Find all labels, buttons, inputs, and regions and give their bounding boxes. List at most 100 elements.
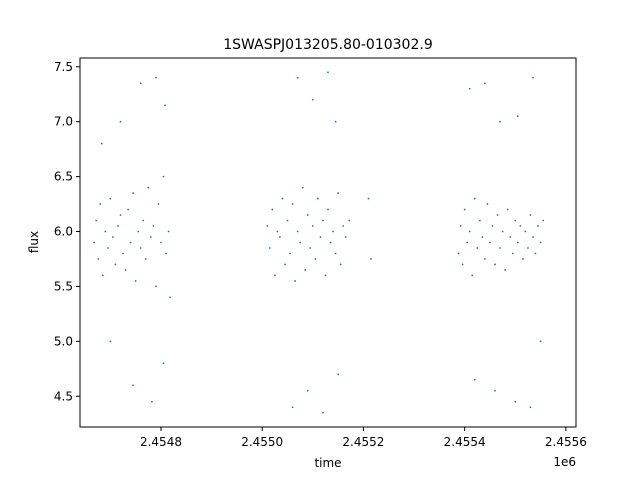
- data-point: [481, 236, 484, 238]
- data-point: [162, 362, 165, 365]
- data-point: [468, 87, 471, 90]
- data-point: [327, 71, 329, 74]
- data-point: [527, 247, 529, 249]
- data-point: [142, 219, 145, 222]
- data-point: [95, 219, 98, 222]
- data-point: [99, 203, 102, 205]
- data-point: [309, 247, 312, 249]
- data-point: [496, 214, 499, 216]
- data-point: [152, 225, 155, 227]
- data-point: [494, 389, 496, 392]
- data-point: [499, 120, 501, 123]
- data-point: [514, 219, 517, 222]
- data-point: [291, 203, 294, 205]
- y-tick-label: 6.0: [54, 225, 73, 239]
- data-point: [370, 258, 372, 260]
- data-point: [463, 208, 466, 211]
- data-point: [132, 192, 135, 194]
- plot-frame: [79, 57, 577, 428]
- data-point: [367, 197, 370, 200]
- data-point: [322, 411, 324, 414]
- data-point: [97, 258, 100, 260]
- data-point: [542, 219, 544, 222]
- data-point: [149, 236, 152, 238]
- data-point: [304, 269, 307, 271]
- data-point: [344, 236, 347, 238]
- data-point: [476, 247, 479, 249]
- data-point: [516, 241, 519, 244]
- data-point: [494, 263, 496, 266]
- data-point: [296, 230, 299, 233]
- data-point: [137, 230, 140, 233]
- data-point: [119, 214, 122, 216]
- data-point: [101, 274, 104, 277]
- data-point: [509, 236, 512, 238]
- data-point: [112, 236, 114, 238]
- data-point: [484, 82, 486, 85]
- data-point: [539, 340, 542, 343]
- x-tick-label: 2.4552: [342, 435, 384, 449]
- data-point: [144, 258, 147, 260]
- data-point: [314, 258, 317, 260]
- data-point: [539, 241, 542, 244]
- data-point: [501, 230, 504, 233]
- data-point: [281, 197, 284, 200]
- data-point: [504, 269, 507, 271]
- data-point: [532, 236, 534, 238]
- data-point: [521, 258, 524, 260]
- data-point: [276, 230, 279, 233]
- data-point: [471, 274, 474, 277]
- data-point: [132, 384, 135, 387]
- data-point: [299, 241, 302, 244]
- data-point: [499, 247, 501, 249]
- data-point: [348, 219, 351, 222]
- data-point: [117, 225, 119, 227]
- data-point: [109, 197, 112, 200]
- data-point: [106, 247, 109, 249]
- data-point: [339, 263, 342, 266]
- data-point: [122, 252, 124, 255]
- data-point: [279, 236, 281, 238]
- data-point: [457, 252, 460, 255]
- data-point: [157, 203, 160, 205]
- x-tick-label: 2.4556: [545, 435, 587, 449]
- data-point: [164, 104, 166, 107]
- data-point: [478, 219, 481, 222]
- data-point: [160, 241, 162, 244]
- x-axis-offset-label: 1e6: [553, 455, 576, 469]
- data-point: [461, 263, 464, 266]
- data-point: [291, 406, 294, 409]
- data-point: [316, 197, 319, 200]
- y-axis-label: flux: [27, 231, 41, 253]
- data-point: [537, 225, 539, 227]
- data-point: [93, 241, 96, 244]
- data-point: [109, 340, 112, 343]
- data-point: [516, 115, 519, 118]
- data-point: [306, 389, 309, 392]
- data-point: [342, 225, 345, 227]
- data-point: [337, 192, 340, 194]
- data-point: [489, 241, 491, 244]
- data-point: [529, 214, 532, 216]
- data-point: [119, 120, 122, 123]
- data-point: [266, 225, 269, 227]
- x-tick-label: 2.4550: [241, 435, 283, 449]
- data-point: [162, 175, 165, 178]
- data-point: [322, 219, 324, 222]
- data-point: [532, 76, 534, 79]
- data-point: [155, 285, 157, 288]
- data-point: [301, 186, 304, 189]
- data-point: [169, 296, 171, 299]
- data-point: [286, 219, 289, 222]
- x-axis-label: time: [314, 456, 341, 470]
- x-tick-label: 2.4548: [140, 435, 182, 449]
- data-point: [319, 236, 322, 238]
- data-point: [468, 230, 471, 233]
- data-point: [486, 203, 489, 205]
- data-point: [289, 252, 291, 255]
- y-tick-label: 6.5: [54, 170, 73, 184]
- data-point: [271, 208, 274, 211]
- data-points: [93, 71, 544, 414]
- data-point: [334, 252, 337, 255]
